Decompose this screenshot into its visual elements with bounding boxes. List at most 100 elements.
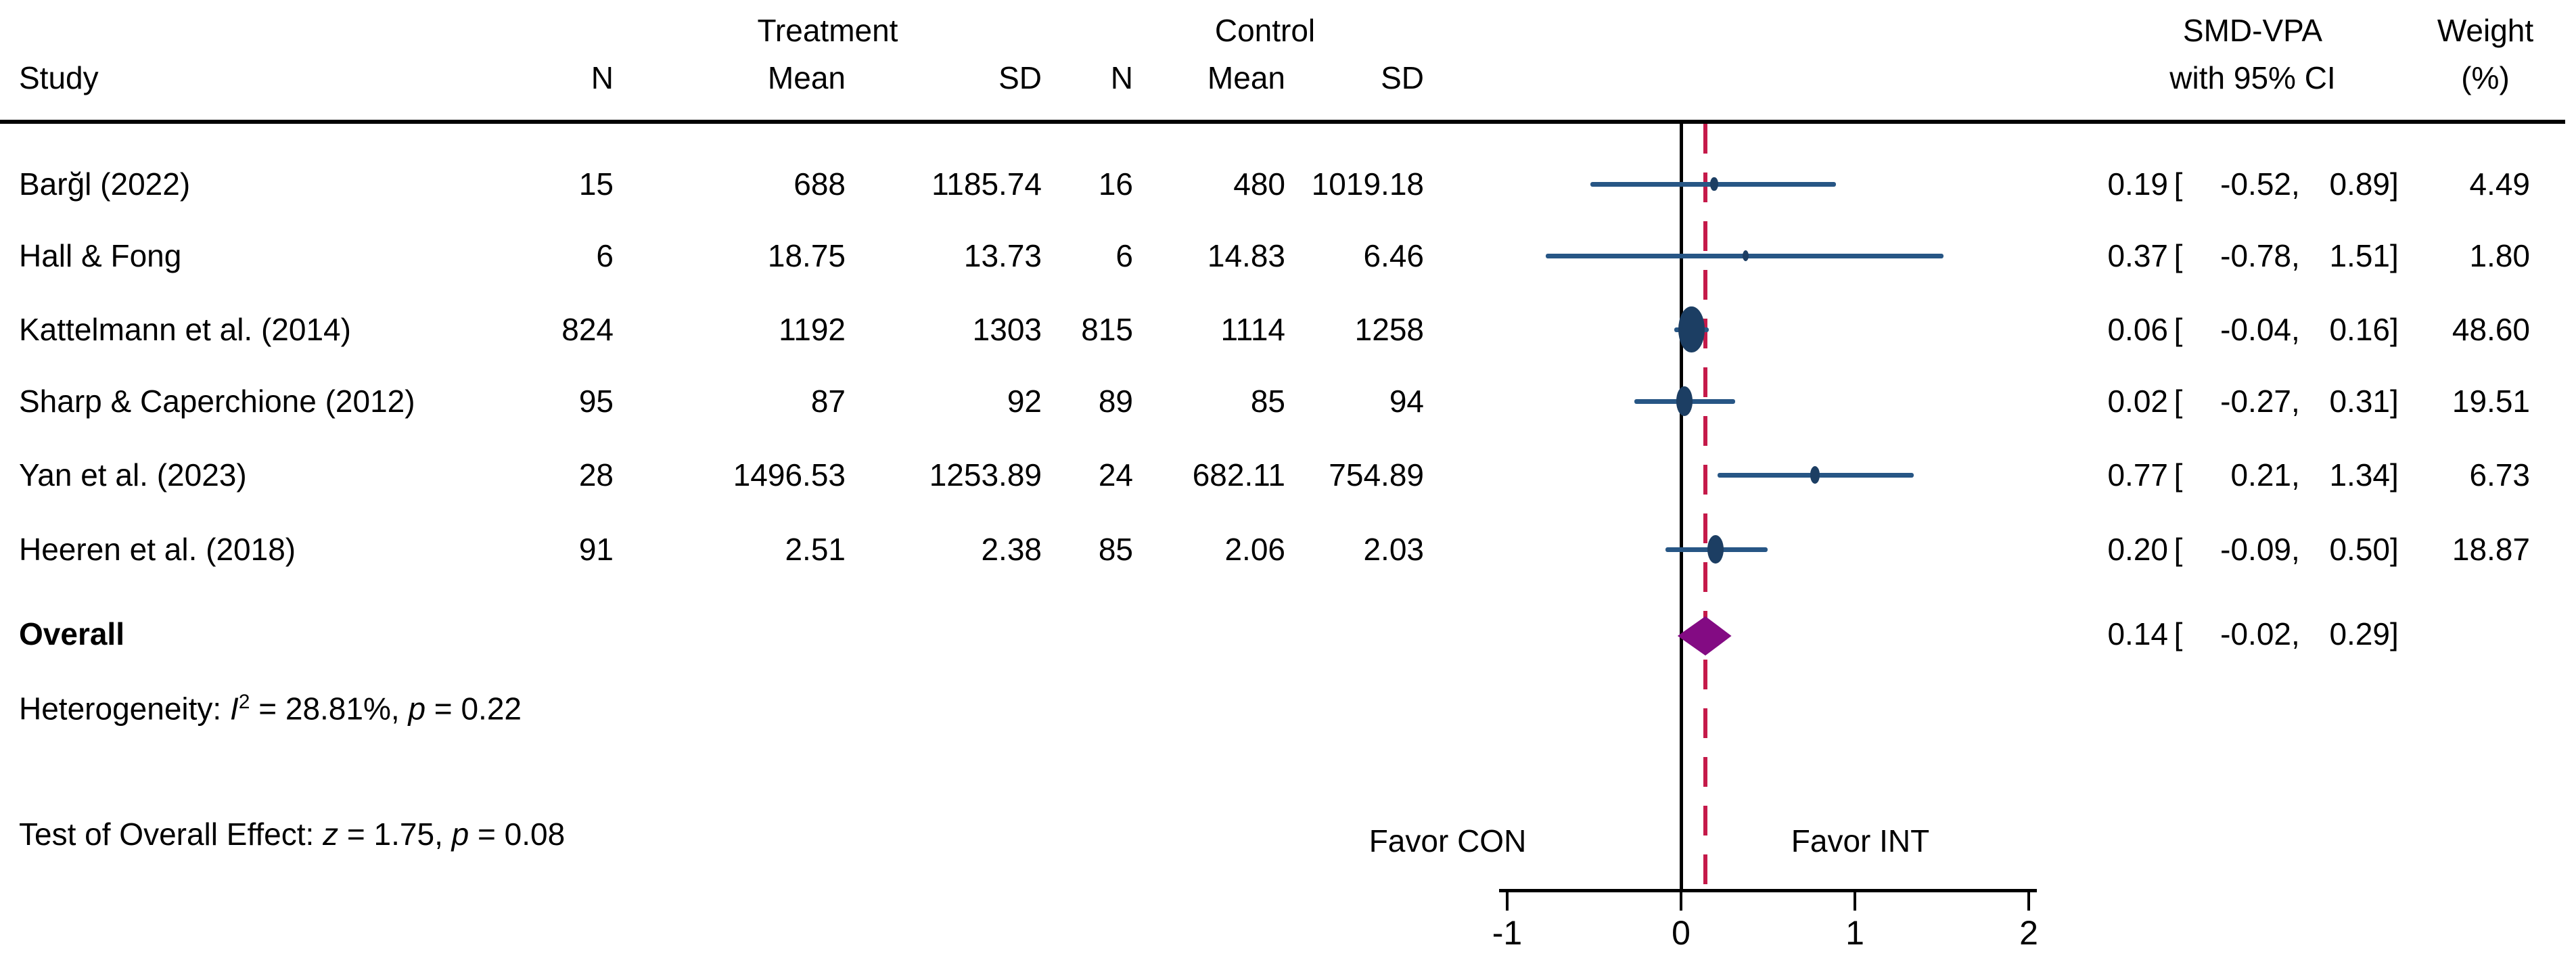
bracket-open: [ [2174, 616, 2183, 651]
control-sd-header: SD [1381, 60, 1424, 95]
overall-ci-lower: -0.02 [2220, 616, 2291, 651]
weight-value: 1.80 [2469, 238, 2530, 273]
ci-upper: 0.16 [2329, 312, 2390, 347]
control-n: 89 [1098, 384, 1133, 419]
heterogeneity-p-value: = 0.22 [426, 691, 522, 727]
effect-estimate: 0.20 [2107, 532, 2168, 567]
control-mean: 2.06 [1224, 532, 1285, 567]
ci-lower: -0.09 [2220, 532, 2291, 567]
treatment-n: 95 [578, 384, 614, 419]
treatment-mean-header: Mean [767, 60, 846, 95]
control-mean: 1114 [1220, 312, 1285, 347]
treatment-sd: 1185.74 [932, 166, 1042, 202]
z-value: = 1.75, [338, 817, 452, 852]
favor-control-label: Favor CON [1368, 823, 1527, 858]
header-rule [0, 120, 2565, 124]
effect-estimate: 0.06 [2107, 312, 2168, 347]
control-mean: 14.83 [1207, 238, 1285, 273]
treatment-sd: 13.73 [963, 238, 1042, 273]
study-name: Sharp & Caperchione (2012) [19, 384, 415, 419]
treatment-n-header: N [591, 60, 614, 95]
overall-label: Overall [19, 616, 124, 651]
treatment-n: 28 [578, 457, 614, 493]
overall-effect-dashed-line [1703, 124, 1707, 892]
weight-value: 19.51 [2452, 384, 2530, 419]
effect-marker [1676, 386, 1693, 416]
z-symbol: z [323, 817, 339, 852]
x-tick-label: 1 [1845, 914, 1864, 952]
weight-value: 48.60 [2452, 312, 2530, 347]
bracket-close: ] [2390, 457, 2399, 493]
treatment-sd: 92 [1007, 384, 1042, 419]
x-axis-line [1499, 889, 2037, 892]
treatment-mean: 87 [810, 384, 846, 419]
ci-upper: 1.34 [2329, 457, 2390, 493]
study-column-header: Study [19, 60, 99, 95]
bracket-close: ] [2390, 532, 2399, 567]
effect-marker [1707, 534, 1724, 564]
x-axis-tick [2027, 889, 2030, 911]
ci-lower: -0.04 [2220, 312, 2291, 347]
treatment-mean: 2.51 [785, 532, 846, 567]
treatment-n: 6 [596, 238, 614, 273]
ci-upper: 1.51 [2329, 238, 2390, 273]
study-name: Heeren et al. (2018) [19, 532, 296, 567]
weight-value: 18.87 [2452, 532, 2530, 567]
effect-marker [1710, 177, 1718, 191]
comma: , [2291, 457, 2300, 493]
treatment-mean: 18.75 [767, 238, 846, 273]
heterogeneity-label: Heterogeneity: [19, 691, 230, 727]
x-axis-tick [1854, 889, 1856, 911]
treatment-n: 91 [578, 532, 614, 567]
control-sd: 1019.18 [1311, 166, 1424, 202]
p-symbol: p [408, 691, 426, 727]
control-n: 85 [1098, 532, 1133, 567]
weight-header-line1: Weight [2437, 13, 2534, 48]
control-mean: 480 [1233, 166, 1285, 202]
control-n: 6 [1116, 238, 1133, 273]
i-squared-exponent: 2 [238, 691, 250, 713]
zero-reference-line [1680, 124, 1683, 892]
control-n: 24 [1098, 457, 1133, 493]
control-sd: 1258 [1354, 312, 1424, 347]
overall-test-p-value: = 0.08 [469, 817, 566, 852]
ci-lower: -0.52 [2220, 166, 2291, 202]
bracket-open: [ [2174, 532, 2183, 567]
weight-header-line2: (%) [2461, 60, 2510, 95]
control-mean: 682.11 [1192, 457, 1285, 493]
favor-intervention-label: Favor INT [1791, 823, 1930, 858]
treatment-sd: 2.38 [981, 532, 1042, 567]
treatment-n: 15 [578, 166, 614, 202]
treatment-mean: 688 [794, 166, 846, 202]
ci-upper: 0.31 [2329, 384, 2390, 419]
x-tick-label: 0 [1672, 914, 1690, 952]
bracket-open: [ [2174, 457, 2183, 493]
effect-ci-cell: 0.37[-0.78, 1.51] [2033, 240, 2402, 271]
x-tick-label: 2 [2019, 914, 2038, 952]
effect-marker [1678, 306, 1705, 353]
ci-lower: 0.21 [2230, 457, 2291, 493]
weight-value: 4.49 [2469, 166, 2530, 202]
p-symbol: p [451, 817, 469, 852]
ci-upper: 0.50 [2329, 532, 2390, 567]
x-tick-label: -1 [1492, 914, 1523, 952]
weight-value: 6.73 [2469, 457, 2530, 493]
overall-effect-estimate: 0.14 [2107, 616, 2168, 651]
effect-ci-cell: 0.19[-0.52, 0.89] [2033, 168, 2402, 200]
i-squared-symbol: I [229, 691, 239, 727]
overall-test-label: Test of Overall Effect: [19, 817, 323, 852]
effect-ci-cell: 0.77[0.21, 1.34] [2033, 459, 2402, 490]
ci-lower: -0.27 [2220, 384, 2291, 419]
treatment-n: 824 [561, 312, 614, 347]
effect-ci-cell: 0.06[-0.04, 0.16] [2033, 314, 2402, 345]
treatment-sd-header: SD [998, 60, 1042, 95]
effect-header-line2: with 95% CI [2169, 60, 2336, 95]
bracket-close: ] [2390, 312, 2399, 347]
effect-marker [1742, 250, 1749, 261]
effect-ci-cell: 0.02[-0.27, 0.31] [2033, 386, 2402, 417]
comma: , [2291, 312, 2300, 347]
study-name: Yan et al. (2023) [19, 457, 247, 493]
bracket-open: [ [2174, 166, 2183, 202]
comma: , [2291, 616, 2300, 651]
